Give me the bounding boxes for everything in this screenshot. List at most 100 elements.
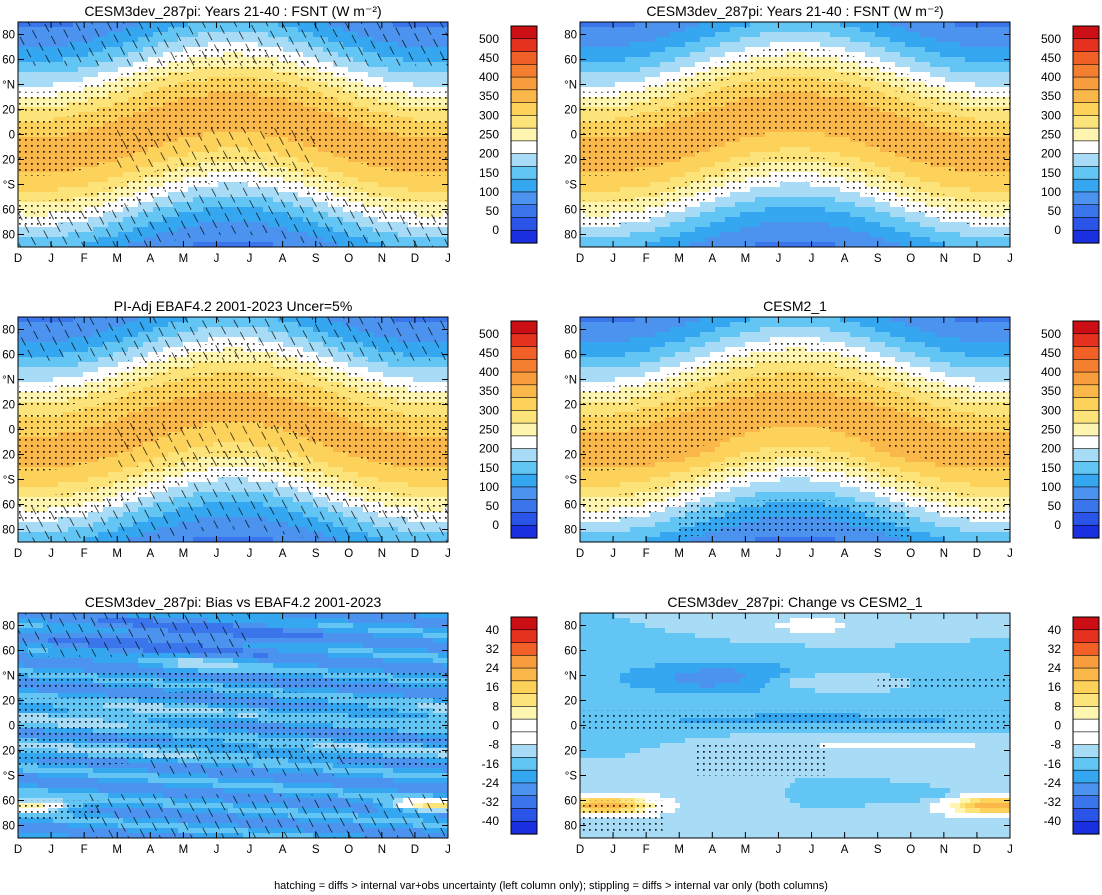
colorbar-label: 16 (1048, 680, 1062, 694)
colorbar-label: 24 (486, 661, 500, 675)
lat-tick-label: 80 (564, 821, 577, 833)
colorbar-label: 450 (479, 346, 499, 360)
lat-tick-label: 60 (564, 55, 577, 67)
colorbar-label: 300 (479, 108, 499, 122)
month-tick-label: N (940, 253, 948, 265)
panel-p2: CESM3dev_287pi: Years 21-40 : FSNT (W m⁻… (564, 3, 1100, 265)
month-tick-label: J (1007, 844, 1013, 856)
month-tick-label: M (741, 548, 751, 560)
month-tick-label: N (940, 844, 948, 856)
colorbar-label: 300 (1041, 108, 1061, 122)
panel-p5: CESM3dev_287pi: Bias vs EBAF4.2 2001-202… (2, 594, 538, 856)
month-tick-label: O (344, 844, 353, 856)
colorbar-label: 500 (1041, 327, 1061, 341)
month-tick-label: J (247, 548, 253, 560)
month-tick-label: J (809, 844, 815, 856)
month-tick-label: A (708, 253, 716, 265)
month-tick-label: A (841, 548, 849, 560)
colorbar: 40 32 24 16 8 0 -8 -16 -24 -32 -40 (482, 616, 538, 835)
colorbar-label: 100 (479, 185, 499, 199)
lat-tick-label: °N (564, 671, 577, 683)
colorbar-label: 0 (492, 518, 499, 532)
month-tick-label: A (146, 253, 154, 265)
colorbar-label: 100 (1041, 480, 1061, 494)
lat-tick-label: 60 (2, 205, 15, 217)
colorbar-label: 150 (1041, 166, 1061, 180)
lat-tick-label: 80 (564, 525, 577, 537)
colorbar-label: 0 (1054, 223, 1061, 237)
panel-title: CESM2_1 (763, 298, 827, 314)
colorbar-label: 50 (486, 204, 500, 218)
colorbar-label: 300 (479, 403, 499, 417)
lat-tick-label: 60 (564, 500, 577, 512)
month-tick-label: S (874, 844, 882, 856)
month-tick-label: J (48, 548, 54, 560)
colorbar-label: 32 (1048, 642, 1062, 656)
lat-tick-label: 20 (2, 155, 15, 167)
month-tick-label: F (643, 548, 650, 560)
colorbar-label: 500 (479, 32, 499, 46)
month-tick-label: M (179, 253, 189, 265)
month-tick-label: J (776, 548, 782, 560)
colorbar-label: 200 (1041, 147, 1061, 161)
lat-tick-label: 60 (564, 796, 577, 808)
stippling (580, 342, 1010, 537)
month-tick-label: M (112, 844, 122, 856)
lat-tick-label: 60 (564, 646, 577, 658)
lat-tick-label: 60 (2, 796, 15, 808)
lat-tick-label: 0 (9, 721, 15, 733)
colorbar-label: 300 (1041, 403, 1061, 417)
month-tick-label: O (344, 253, 353, 265)
month-tick-label: D (973, 253, 981, 265)
panel-title: PI-Adj EBAF4.2 2001-2023 Uncer=5% (114, 298, 353, 314)
colorbar-label: 50 (1048, 204, 1062, 218)
month-tick-label: N (378, 548, 386, 560)
lat-tick-label: 20 (2, 105, 15, 117)
lat-tick-label: 80 (2, 230, 15, 242)
panel-p1: CESM3dev_287pi: Years 21-40 : FSNT (W m⁻… (2, 3, 538, 265)
month-tick-label: M (674, 548, 684, 560)
month-tick-label: J (776, 253, 782, 265)
month-tick-label: A (146, 844, 154, 856)
month-tick-label: J (445, 253, 451, 265)
colorbar-label: 350 (479, 89, 499, 103)
colorbar-label: 350 (479, 384, 499, 398)
colorbar-label: 40 (486, 623, 500, 637)
month-tick-label: J (610, 548, 616, 560)
month-tick-label: A (841, 253, 849, 265)
lat-tick-label: 80 (564, 325, 577, 337)
month-tick-label: A (279, 548, 287, 560)
month-tick-label: J (48, 844, 54, 856)
panel-title: CESM3dev_287pi: Years 21-40 : FSNT (W m⁻… (646, 3, 943, 19)
colorbar-label: 400 (479, 70, 499, 84)
month-tick-label: D (411, 844, 419, 856)
colorbar-label: -40 (1044, 814, 1062, 828)
month-tick-label: M (674, 844, 684, 856)
colorbar-label: 400 (1041, 70, 1061, 84)
hatching (18, 317, 448, 542)
month-tick-label: D (973, 844, 981, 856)
lat-tick-label: °S (565, 180, 578, 192)
colorbar: 40 32 24 16 8 0 -8 -16 -24 -32 -40 (1044, 616, 1100, 835)
lat-tick-label: °N (564, 80, 577, 92)
month-tick-label: J (445, 844, 451, 856)
lat-tick-label: 80 (564, 230, 577, 242)
lat-tick-label: 20 (564, 400, 577, 412)
lat-tick-label: °N (2, 671, 15, 683)
month-tick-label: D (14, 844, 22, 856)
month-tick-label: J (214, 253, 220, 265)
lat-tick-label: 20 (2, 746, 15, 758)
panel-p6: CESM3dev_287pi: Change vs CESM2_18060°N2… (564, 594, 1100, 856)
lat-tick-label: 80 (2, 325, 15, 337)
colorbar-label: 50 (486, 499, 500, 513)
month-tick-label: A (146, 548, 154, 560)
lat-tick-label: 20 (564, 155, 577, 167)
month-tick-label: D (576, 844, 584, 856)
month-tick-label: J (247, 844, 253, 856)
lat-tick-label: 0 (9, 425, 15, 437)
month-tick-label: D (14, 253, 22, 265)
colorbar-label: -32 (482, 795, 500, 809)
lat-tick-label: °N (564, 375, 577, 387)
